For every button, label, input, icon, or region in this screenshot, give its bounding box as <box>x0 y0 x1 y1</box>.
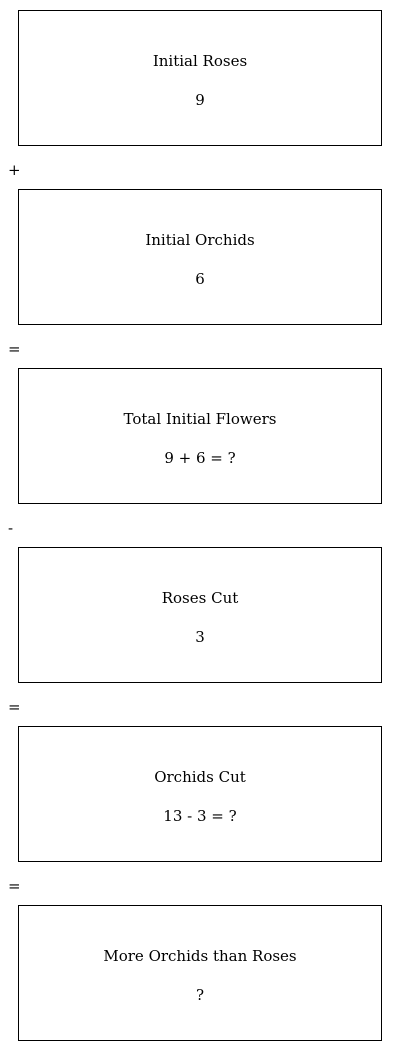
operator-equals: = <box>8 698 21 716</box>
step-box-initial-orchids: Initial Orchids 6 <box>18 189 382 325</box>
step-title: More Orchids than Roses <box>103 947 297 965</box>
step-title: Roses Cut <box>161 589 239 607</box>
step-title: Initial Orchids <box>145 231 255 249</box>
step-value: 9 + 6 = ? <box>164 449 236 467</box>
step-title: Total Initial Flowers <box>123 410 277 428</box>
operator-plus: + <box>8 161 21 179</box>
step-box-initial-roses: Initial Roses 9 <box>18 10 382 146</box>
step-value: 6 <box>195 270 205 288</box>
step-title: Initial Roses <box>152 52 248 70</box>
step-title: Orchids Cut <box>154 768 246 786</box>
operator-equals: = <box>8 340 21 358</box>
step-value: ? <box>195 986 205 1004</box>
operator-equals: = <box>8 877 21 895</box>
step-value: 3 <box>195 628 205 646</box>
operator-minus: - <box>8 519 14 537</box>
step-box-total-initial-flowers: Total Initial Flowers 9 + 6 = ? <box>18 368 382 504</box>
step-box-roses-cut: Roses Cut 3 <box>18 547 382 683</box>
step-box-orchids-cut: Orchids Cut 13 - 3 = ? <box>18 726 382 862</box>
step-value: 9 <box>195 91 205 109</box>
step-box-more-orchids-than-roses: More Orchids than Roses ? <box>18 905 382 1041</box>
step-value: 13 - 3 = ? <box>163 807 237 825</box>
